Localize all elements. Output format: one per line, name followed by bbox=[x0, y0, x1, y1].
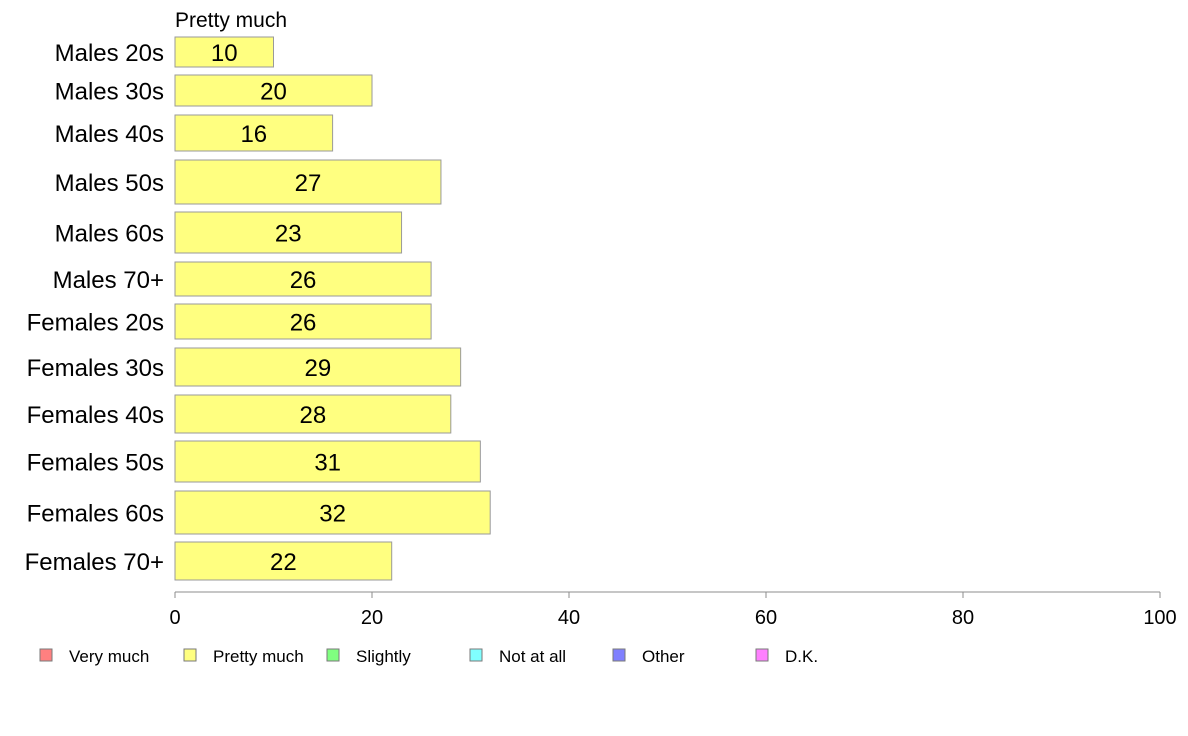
bar-value-label: 10 bbox=[211, 40, 238, 67]
bar bbox=[174, 303, 432, 340]
bar-value-label: 27 bbox=[295, 170, 322, 197]
category-label: Females 70+ bbox=[25, 549, 164, 576]
bar-value-label: 16 bbox=[240, 121, 267, 148]
legend-swatch bbox=[612, 648, 626, 662]
legend-swatch bbox=[183, 648, 197, 662]
legend-label: D.K. bbox=[785, 647, 818, 666]
bar bbox=[174, 159, 442, 205]
category-label: Females 60s bbox=[27, 501, 164, 528]
bar bbox=[174, 261, 432, 297]
category-label: Males 60s bbox=[55, 221, 164, 248]
legend-label: Other bbox=[642, 647, 685, 666]
legend-swatch bbox=[469, 648, 483, 662]
legend-label: Pretty much bbox=[213, 647, 304, 666]
bar-value-label: 26 bbox=[290, 267, 317, 294]
legend-label: Slightly bbox=[356, 647, 411, 666]
bar-value-label: 31 bbox=[314, 450, 341, 477]
category-label: Males 30s bbox=[55, 79, 164, 106]
bar-value-label: 26 bbox=[290, 310, 317, 337]
bar bbox=[174, 440, 481, 483]
category-label: Females 20s bbox=[27, 310, 164, 337]
bar-value-label: 32 bbox=[319, 501, 346, 528]
bar-value-label: 22 bbox=[270, 549, 297, 576]
x-axis: 0 20 40 60 80 100 bbox=[169, 591, 1177, 629]
legend: Very much Pretty much Slightly Not at all Ot… bbox=[39, 647, 818, 666]
category-label: Males 50s bbox=[55, 170, 164, 197]
x-tick-label: 60 bbox=[755, 607, 777, 629]
bar bbox=[174, 74, 373, 107]
x-tick-label: 80 bbox=[952, 607, 974, 629]
category-label: Females 30s bbox=[27, 355, 164, 382]
legend-label: Very much bbox=[69, 647, 149, 666]
legend-swatch bbox=[326, 648, 340, 662]
category-label: Females 40s bbox=[27, 402, 164, 429]
bar bbox=[174, 114, 334, 152]
category-label: Females 50s bbox=[27, 450, 164, 477]
x-tick-label: 100 bbox=[1143, 607, 1176, 629]
bar-value-label: 20 bbox=[260, 79, 287, 106]
category-label: Males 40s bbox=[55, 121, 164, 148]
bar bbox=[174, 347, 462, 387]
x-tick-label: 40 bbox=[558, 607, 580, 629]
x-tick-label: 0 bbox=[169, 607, 180, 629]
legend-swatch bbox=[755, 648, 769, 662]
legend-label: Not at all bbox=[499, 647, 566, 666]
bar-value-label: 29 bbox=[304, 355, 331, 382]
bars-group: 10 Males 20s 20 Males 30s 16 Males 40s 27 Males… bbox=[25, 36, 491, 581]
bar bbox=[174, 394, 452, 434]
legend-swatch bbox=[39, 648, 53, 662]
panel-label: Pretty much bbox=[175, 9, 287, 32]
bar-value-label: 28 bbox=[300, 402, 327, 429]
bar bbox=[174, 211, 403, 254]
bar-value-label: 23 bbox=[275, 221, 302, 248]
bar bbox=[174, 541, 393, 581]
category-label: Males 70+ bbox=[53, 267, 164, 294]
category-label: Males 20s bbox=[55, 40, 164, 67]
x-tick-label: 20 bbox=[361, 607, 383, 629]
bar bbox=[174, 36, 274, 68]
bar bbox=[174, 490, 491, 535]
